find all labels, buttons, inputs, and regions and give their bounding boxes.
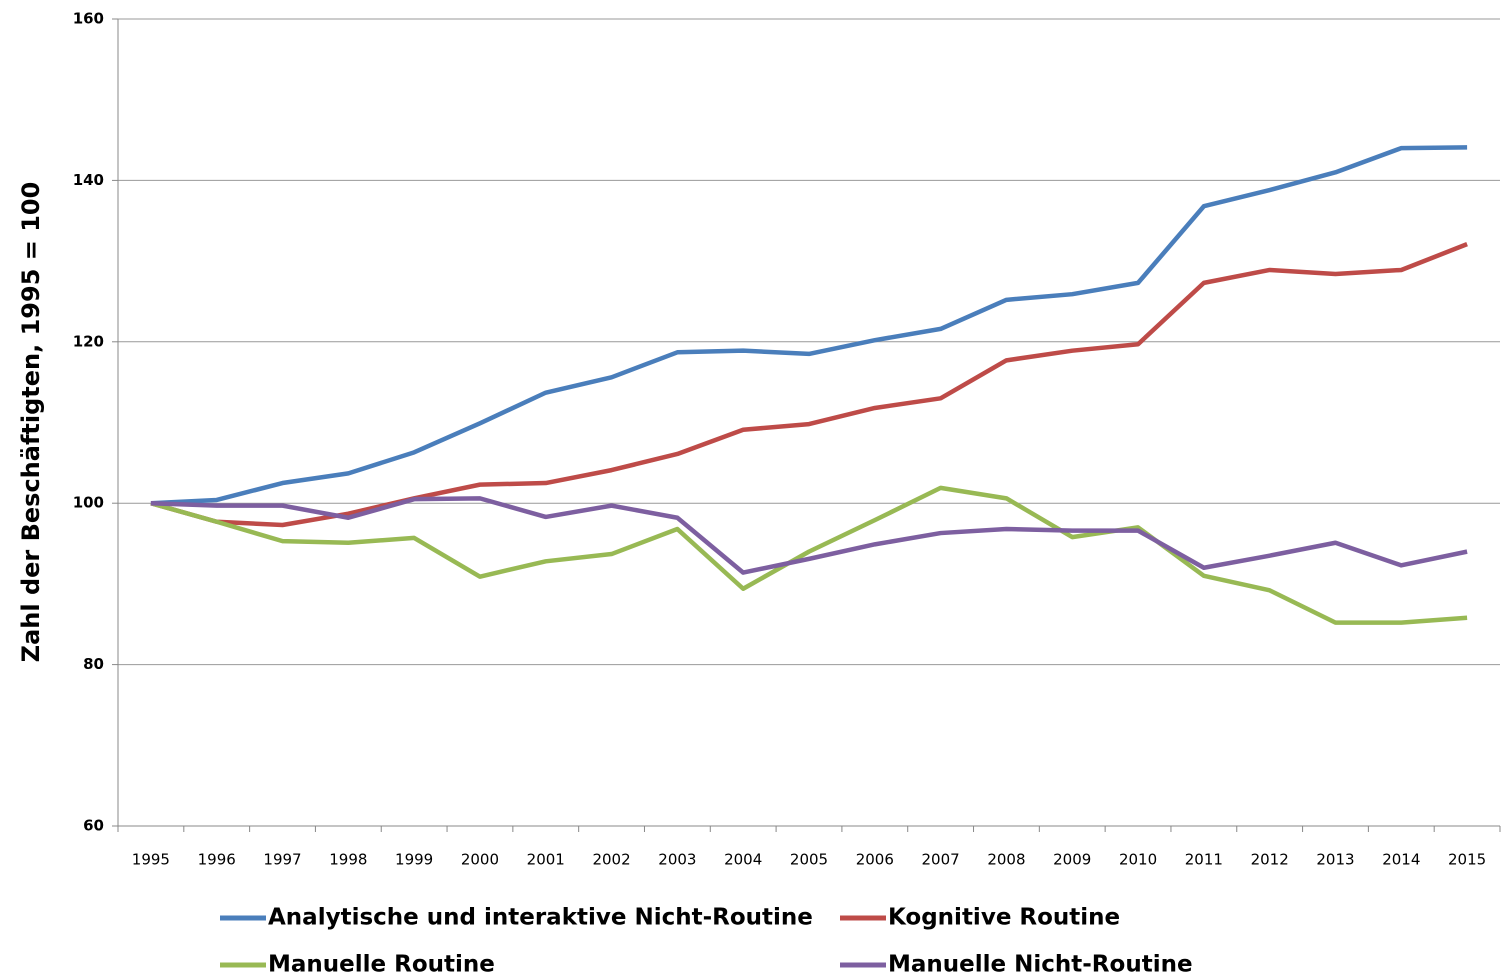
x-tick-label: 2009 — [1053, 851, 1091, 869]
y-axis-label: Zahl der Beschäftigten, 1995 = 100 — [17, 182, 45, 663]
x-tick-label: 2000 — [461, 851, 499, 869]
y-tick-label: 120 — [73, 332, 104, 350]
legend-label: Manuelle Nicht-Routine — [888, 952, 1193, 977]
legend-label: Manuelle Routine — [268, 952, 495, 977]
x-tick-label: 2011 — [1185, 851, 1223, 869]
x-tick-label: 2013 — [1316, 851, 1354, 869]
legend-label: Analytische und interaktive Nicht-Routin… — [268, 905, 813, 931]
series-line — [150, 496, 1468, 575]
y-tick-label: 60 — [83, 817, 104, 835]
legend-label: Kognitive Routine — [888, 905, 1120, 931]
x-tick-label: 1996 — [198, 851, 236, 869]
x-tick-label: 1997 — [263, 851, 301, 869]
x-tick-label: 1999 — [395, 851, 433, 869]
series-line — [150, 242, 1468, 528]
y-tick-label: 140 — [73, 171, 104, 189]
x-tick-label: 1998 — [329, 851, 367, 869]
x-tick-label: 2005 — [790, 851, 828, 869]
x-tick-label: 2004 — [724, 851, 762, 869]
x-tick-label: 2015 — [1448, 851, 1486, 869]
x-tick-label: 2006 — [856, 851, 894, 869]
x-tick-label: 2007 — [922, 851, 960, 869]
x-tick-label: 1995 — [132, 851, 170, 869]
x-tick-label: 2010 — [1119, 851, 1157, 869]
series-line — [150, 145, 1468, 506]
x-tick-label: 2002 — [592, 851, 630, 869]
y-tick-label: 80 — [83, 655, 104, 673]
x-tick-label: 2008 — [987, 851, 1025, 869]
y-tick-label: 160 — [73, 10, 104, 28]
x-tick-label: 2012 — [1251, 851, 1289, 869]
x-tick-label: 2003 — [658, 851, 696, 869]
x-tick-label: 2014 — [1382, 851, 1420, 869]
x-tick-label: 2001 — [527, 851, 565, 869]
series-line — [150, 485, 1468, 625]
y-tick-label: 100 — [73, 494, 104, 512]
